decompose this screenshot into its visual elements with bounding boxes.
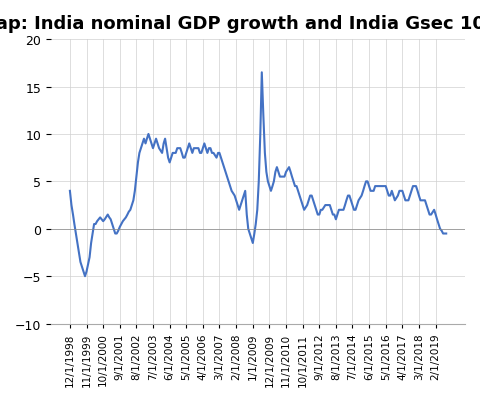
Title: Gap: India nominal GDP growth and India Gsec 10 year: Gap: India nominal GDP growth and India … xyxy=(0,15,480,33)
